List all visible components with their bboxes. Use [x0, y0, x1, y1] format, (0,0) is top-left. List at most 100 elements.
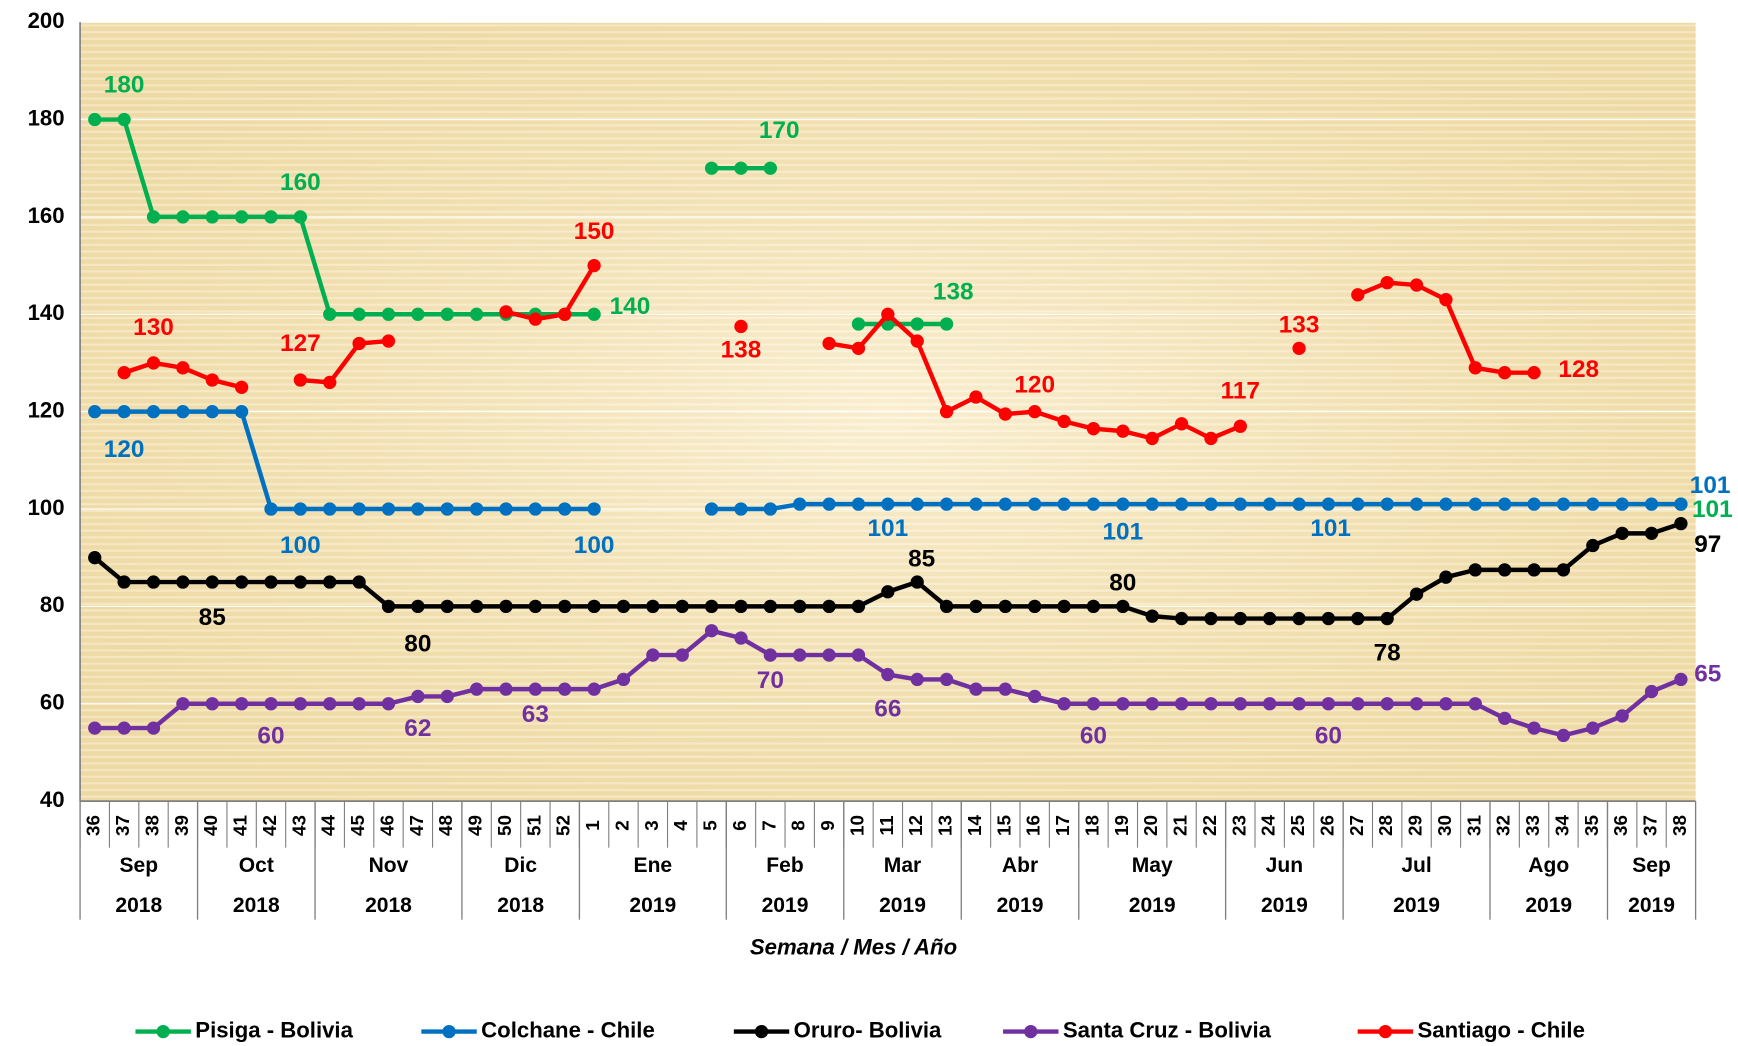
data-point [264, 210, 277, 223]
data-label: 66 [874, 695, 901, 722]
data-label: 120 [1014, 372, 1055, 399]
data-point [1175, 697, 1188, 710]
data-point [940, 600, 953, 613]
x-tick-label: 20 [1140, 815, 1161, 836]
data-label: 101 [1310, 515, 1351, 542]
x-tick-label: 46 [376, 815, 397, 836]
data-point [587, 600, 600, 613]
data-point [940, 405, 953, 418]
data-point [1469, 497, 1482, 510]
month-label: Jun [1266, 854, 1303, 877]
x-tick-label: 22 [1199, 815, 1220, 836]
data-point [1057, 600, 1070, 613]
x-tick-label: 24 [1258, 815, 1279, 836]
x-tick-label: 6 [729, 820, 750, 830]
data-point [822, 337, 835, 350]
x-tick-label: 45 [347, 815, 368, 836]
x-tick-label: 14 [964, 815, 985, 836]
data-point [529, 682, 542, 695]
data-point [352, 697, 365, 710]
x-tick-label: 51 [523, 815, 544, 836]
data-label: 128 [1558, 356, 1599, 383]
data-label: 101 [1692, 496, 1733, 523]
data-label: 180 [104, 72, 145, 99]
data-label: 70 [757, 667, 784, 694]
data-point [1439, 697, 1452, 710]
legend-label: Santiago - Chile [1417, 1017, 1584, 1042]
data-point [1292, 612, 1305, 625]
x-tick-label: 41 [230, 815, 251, 836]
x-tick-label: 1 [582, 820, 603, 830]
data-point [1616, 709, 1629, 722]
data-point [117, 366, 130, 379]
data-point [382, 502, 395, 515]
data-point [822, 648, 835, 661]
data-point [88, 551, 101, 564]
data-point [734, 600, 747, 613]
data-point [294, 210, 307, 223]
data-point [940, 497, 953, 510]
x-tick-label: 26 [1316, 815, 1337, 836]
data-point [117, 721, 130, 734]
data-label: 78 [1374, 639, 1401, 666]
data-point [764, 600, 777, 613]
data-point [1557, 729, 1570, 742]
data-point [117, 575, 130, 588]
data-label: 101 [1102, 518, 1143, 545]
data-point [176, 405, 189, 418]
data-point [176, 575, 189, 588]
data-point [1146, 609, 1159, 622]
data-point [1439, 571, 1452, 584]
data-point [852, 600, 865, 613]
data-point [1234, 612, 1247, 625]
data-point [1498, 497, 1511, 510]
data-point [1028, 600, 1041, 613]
data-point [1322, 497, 1335, 510]
data-point [587, 259, 600, 272]
data-point [352, 575, 365, 588]
year-label: 2019 [1261, 894, 1308, 917]
x-tick-label: 29 [1405, 815, 1426, 836]
x-tick-label: 48 [435, 815, 456, 836]
x-tick-label: 19 [1111, 815, 1132, 836]
data-point [705, 624, 718, 637]
data-point [852, 317, 865, 330]
data-point [176, 697, 189, 710]
month-label: Dic [504, 854, 537, 877]
data-label: 60 [257, 722, 284, 749]
data-point [264, 697, 277, 710]
month-label: Oct [239, 854, 274, 877]
x-tick-label: 42 [259, 815, 280, 836]
month-label: May [1132, 854, 1173, 877]
x-tick-label: 49 [465, 815, 486, 836]
data-point [1057, 415, 1070, 428]
data-point [88, 405, 101, 418]
data-point [1028, 405, 1041, 418]
data-point [822, 600, 835, 613]
chart: Semana / Mes / Año 406080100120140160180… [0, 0, 1738, 1046]
data-point [529, 502, 542, 515]
data-point [1498, 366, 1511, 379]
data-point [558, 502, 571, 515]
x-tick-label: 13 [935, 815, 956, 836]
y-tick-label: 100 [28, 495, 65, 520]
data-label: 63 [522, 701, 549, 728]
data-point [147, 356, 160, 369]
x-tick-label: 16 [1023, 815, 1044, 836]
month-label: Mar [884, 854, 921, 877]
x-tick-label: 50 [494, 815, 515, 836]
data-point [1322, 697, 1335, 710]
data-point [441, 690, 454, 703]
data-label: 160 [280, 169, 321, 196]
x-tick-label: 33 [1522, 815, 1543, 836]
data-label: 85 [199, 604, 226, 631]
data-point [705, 162, 718, 175]
data-point [499, 600, 512, 613]
data-point [764, 648, 777, 661]
data-point [764, 162, 777, 175]
data-point [1204, 497, 1217, 510]
year-label: 2019 [1393, 894, 1440, 917]
data-point [176, 210, 189, 223]
data-point [382, 308, 395, 321]
data-point [881, 308, 894, 321]
